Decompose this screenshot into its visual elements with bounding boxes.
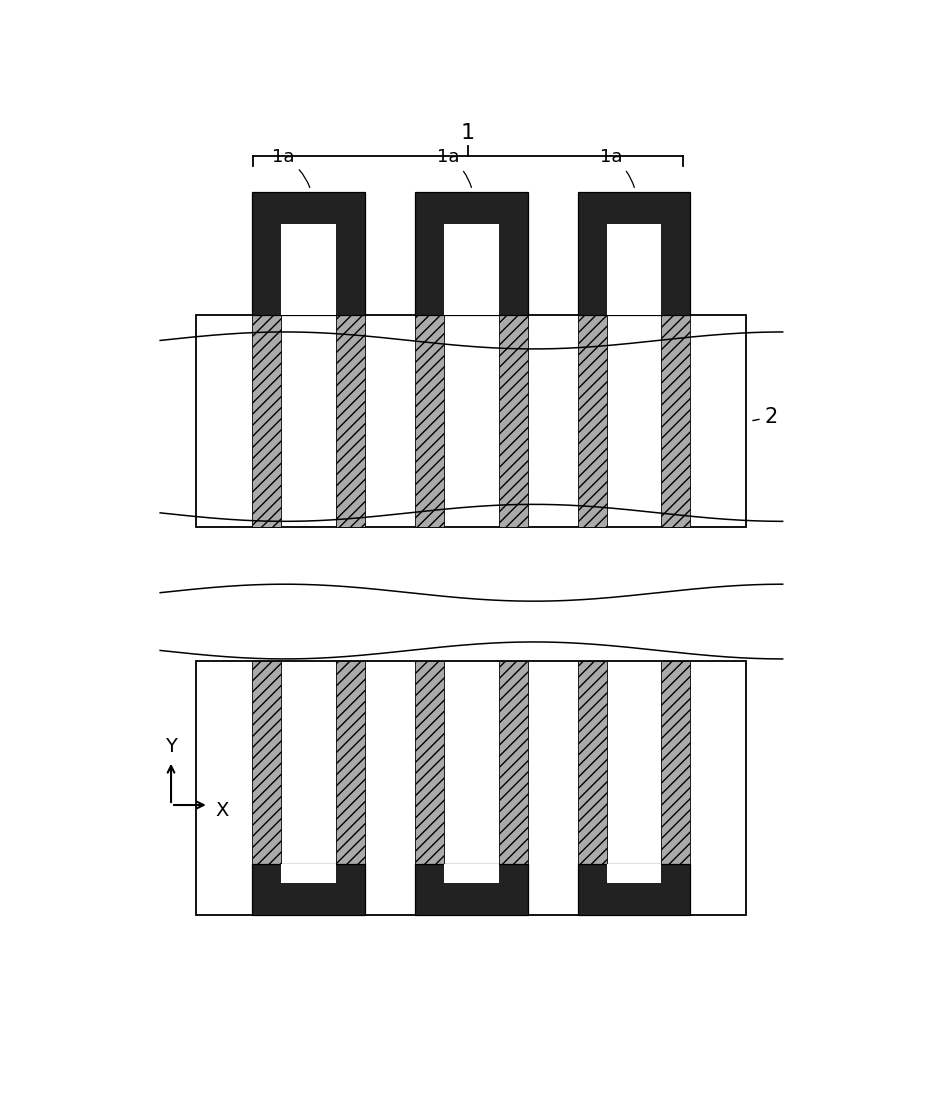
Text: 1: 1: [460, 122, 474, 142]
Bar: [416, 315, 445, 527]
Bar: [578, 865, 690, 915]
Bar: [416, 661, 445, 865]
Text: 1a: 1a: [272, 148, 310, 188]
Bar: [578, 661, 607, 865]
Text: 1a: 1a: [437, 148, 472, 188]
Bar: [445, 865, 499, 884]
Bar: [607, 224, 661, 315]
Bar: [661, 315, 690, 527]
Bar: [196, 315, 746, 527]
Bar: [281, 224, 335, 315]
Bar: [416, 192, 528, 315]
Bar: [607, 865, 661, 884]
Bar: [252, 192, 364, 315]
Bar: [335, 315, 364, 527]
Text: 1a: 1a: [600, 148, 634, 188]
Bar: [445, 224, 499, 315]
Bar: [499, 315, 528, 527]
Bar: [252, 865, 364, 915]
Bar: [252, 315, 281, 527]
Text: 2: 2: [753, 407, 778, 427]
Bar: [335, 661, 364, 865]
Bar: [499, 661, 528, 865]
Bar: [252, 661, 281, 865]
Bar: [578, 315, 607, 527]
Text: Y: Y: [165, 737, 177, 756]
Bar: [196, 661, 746, 915]
Text: X: X: [216, 801, 229, 820]
Bar: [281, 865, 335, 884]
Bar: [578, 192, 690, 315]
Bar: [661, 661, 690, 865]
Bar: [416, 865, 528, 915]
